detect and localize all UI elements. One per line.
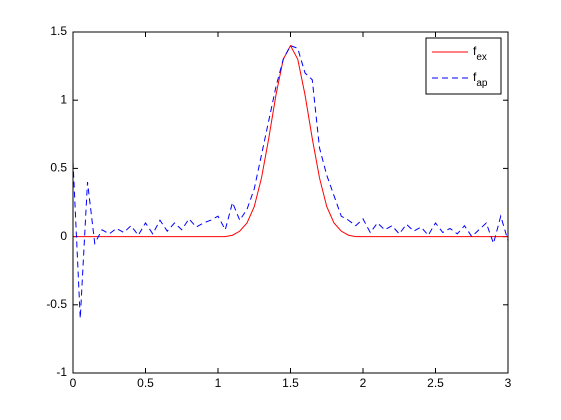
x-tick-label: 1.5 [282, 376, 299, 390]
y-tick-label: 1 [60, 92, 67, 106]
series-line [72, 45, 509, 319]
y-tick-label: 1.5 [50, 24, 67, 38]
x-tick-label: 0.5 [137, 376, 154, 390]
y-tick-label: -0.5 [46, 297, 67, 311]
x-tick-label: 2 [360, 376, 367, 390]
y-tick-label: 0 [60, 229, 67, 243]
x-tick-label: 0 [70, 376, 77, 390]
legend-box [425, 37, 502, 95]
x-tick-label: 2.5 [427, 376, 444, 390]
legend-subscript: ex [476, 52, 487, 63]
x-tick-label: 3 [505, 376, 512, 390]
legend-subscript: ap [476, 78, 488, 89]
axes-box [72, 31, 509, 374]
x-tick-label: 1 [215, 376, 222, 390]
series-line [73, 44, 508, 238]
y-tick-label: 0.5 [50, 161, 67, 175]
y-tick-label: -1 [56, 365, 67, 379]
